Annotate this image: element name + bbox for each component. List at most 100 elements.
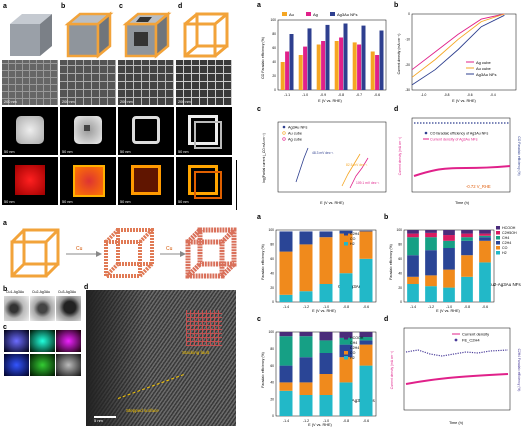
bar-segment — [339, 382, 353, 416]
bar-segment — [425, 232, 437, 238]
tick-label: -0.4 — [490, 93, 496, 97]
bar-segment — [319, 332, 333, 341]
tick-label: 80 — [270, 243, 274, 247]
bar-segment — [339, 273, 353, 302]
plot-frame — [411, 13, 517, 91]
panel-label-a: a — [257, 214, 261, 221]
bar-segment — [443, 240, 455, 248]
bar-segment — [479, 230, 491, 234]
bar — [289, 34, 294, 90]
series-line — [411, 13, 505, 71]
bar — [298, 55, 303, 90]
panel-label-c: c — [119, 3, 123, 10]
bar-segment — [359, 231, 373, 259]
panel-label-c: c — [3, 324, 7, 331]
legend-swatch — [496, 231, 500, 235]
bar-segment — [461, 233, 473, 238]
svg-text:Au: Au — [289, 12, 294, 17]
series-line — [411, 14, 505, 86]
bar-segment — [299, 357, 313, 383]
bar-segment — [407, 237, 419, 256]
legend-swatch — [344, 232, 348, 236]
bar-segment — [425, 230, 437, 233]
potential-label: -0.72 V_RHE — [466, 184, 491, 189]
bar — [352, 42, 357, 90]
legend-swatch — [344, 242, 348, 246]
scale-bar-label: 50 nm — [62, 150, 73, 154]
tick-label: 100 — [396, 228, 402, 232]
haadf-image-a: 50 nm — [2, 107, 58, 155]
arrow-2: Cu — [160, 246, 186, 257]
tafel-line-ag — [349, 157, 369, 189]
bar-segment — [461, 276, 473, 302]
tick-label: -1.1 — [284, 93, 290, 97]
bar — [339, 37, 344, 90]
cube-models — [10, 11, 229, 59]
bar-segment — [319, 340, 333, 353]
legend-label: CO — [502, 246, 508, 250]
panel-label-b: b — [61, 3, 66, 10]
series-line — [411, 13, 505, 78]
panel-label-d: d — [178, 3, 183, 10]
bar-segment — [425, 237, 437, 251]
panel-label-a: a — [3, 220, 7, 227]
tick-label: -0.6 — [482, 305, 488, 309]
bar — [343, 23, 348, 90]
y-axis-label: Faradaic efficiency (%) — [261, 352, 265, 388]
sample-label: Cu1-Ag3Au — [6, 290, 25, 294]
y-axis-label-left: Current density (mA cm⁻²) — [398, 137, 402, 175]
tick-label: 0 — [274, 88, 276, 92]
tem-image — [30, 296, 55, 321]
legend: Au Ag Ag3Au NFs — [282, 12, 357, 17]
frame-cu-partial — [104, 228, 154, 278]
tick-label: -0.9 — [320, 93, 326, 97]
scale-bar-label: 200 nm — [120, 100, 133, 104]
svg-text:Ag3Au NFs: Ag3Au NFs — [288, 126, 308, 130]
legend-swatch — [344, 336, 348, 340]
legend-label: H2 — [350, 356, 355, 360]
tick-label: 60 — [272, 46, 276, 50]
haadf-row: 50 nm 50 nm 50 nm 50 nm — [0, 107, 238, 155]
bar-segment — [479, 235, 491, 238]
cube-model-ag-au — [64, 11, 114, 59]
bar-segment — [359, 258, 373, 302]
bar-segment — [339, 332, 353, 338]
tick-label: -0.6 — [363, 305, 369, 309]
tick-label: -0.7 — [356, 93, 362, 97]
bar-segment — [443, 287, 455, 302]
legend-swatch — [344, 341, 348, 345]
fe-c2h4-trace — [405, 349, 509, 357]
bar — [285, 51, 290, 90]
bar-segment — [279, 251, 293, 295]
tick-label: -1.0 — [302, 93, 308, 97]
tem-image — [4, 296, 29, 321]
svg-text:Current density: Current density — [462, 332, 489, 337]
tem-row-b: Cu1-Ag3Au Cu2-Ag3Au Cu3-Ag3Au — [4, 290, 82, 322]
legend-label: C2H4 — [502, 241, 511, 245]
tick-label: 60 — [270, 257, 274, 261]
bar-segment — [407, 230, 419, 234]
bar-segment — [299, 244, 313, 292]
legend-label: CO — [350, 351, 356, 355]
legend-swatch — [496, 251, 500, 255]
panel-label-d: d — [84, 284, 89, 291]
bar-segment — [319, 374, 333, 395]
bar-segment — [425, 250, 437, 276]
tick-label: -1.2 — [303, 419, 309, 423]
bar-segment — [407, 284, 419, 302]
x-axis-label: Time (h) — [449, 421, 464, 425]
tick-label: -0.6 — [374, 93, 380, 97]
bar — [303, 46, 308, 90]
eds-map-c: 50 nm — [118, 157, 174, 205]
bar — [357, 44, 362, 90]
legend: Current density FE_C2H4 — [452, 332, 489, 343]
tick-label: -1.4 — [283, 419, 289, 423]
bar-segment — [479, 233, 491, 236]
bar-segment — [407, 255, 419, 277]
figure3: a b c d Cu Cu — [0, 218, 238, 430]
bar — [379, 30, 384, 90]
tick-label: -0.8 — [343, 305, 349, 309]
tafel-slope-label: 109.1 mV dec⁻¹ — [356, 181, 380, 185]
tick-label: 40 — [270, 381, 274, 385]
